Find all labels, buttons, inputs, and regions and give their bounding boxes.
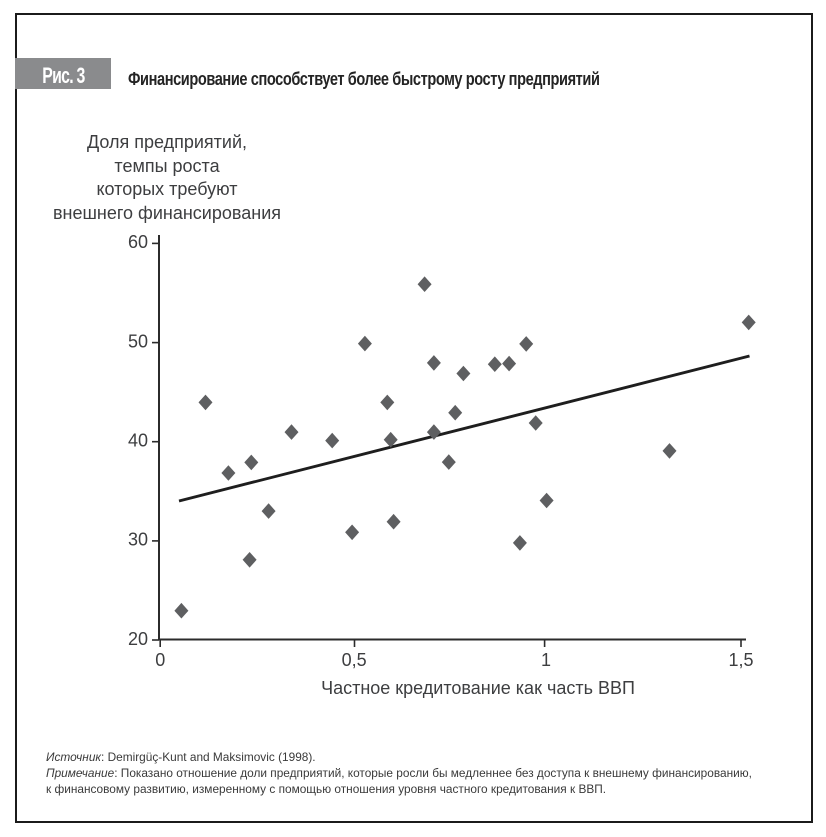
svg-text:Частное кредитование как часть: Частное кредитование как часть ВВП	[321, 678, 635, 698]
svg-text:50: 50	[128, 331, 148, 351]
svg-text:30: 30	[128, 530, 148, 550]
svg-text:0: 0	[155, 650, 165, 670]
svg-text:1,5: 1,5	[728, 650, 753, 670]
svg-text:20: 20	[128, 629, 148, 649]
svg-text:0,5: 0,5	[342, 650, 367, 670]
svg-text:1: 1	[541, 650, 551, 670]
svg-text:60: 60	[128, 232, 148, 252]
svg-text:40: 40	[128, 431, 148, 451]
